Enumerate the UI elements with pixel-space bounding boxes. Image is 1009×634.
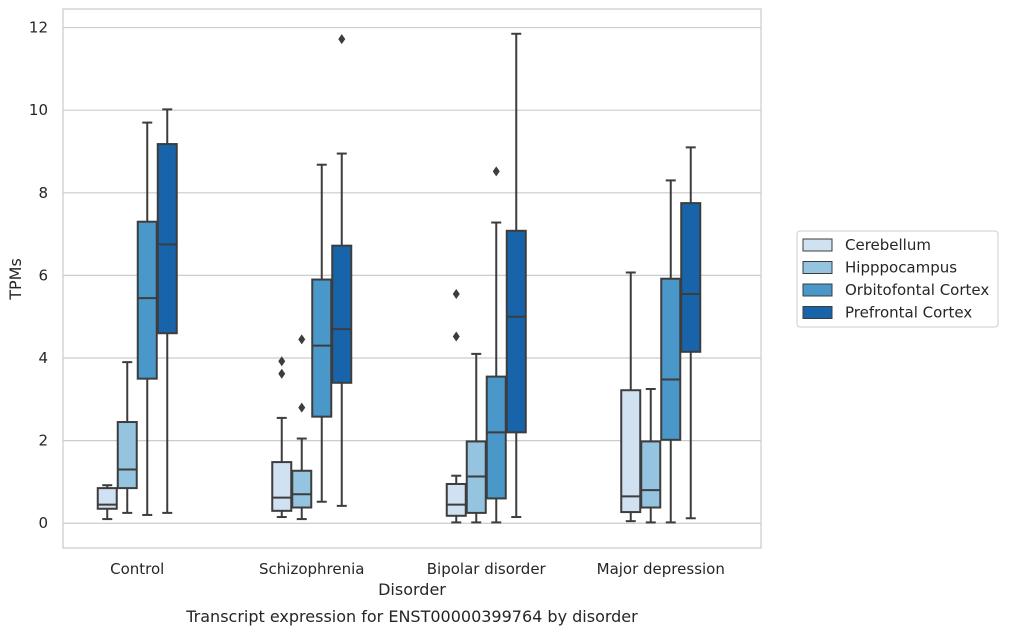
box-body — [660, 277, 682, 441]
box-3-0 — [620, 271, 642, 523]
legend-label: Orbitofontal Cortex — [845, 281, 989, 299]
box-body — [331, 244, 353, 384]
y-axis-label: TPMs — [6, 258, 25, 301]
y-tick-label: 6 — [38, 266, 48, 284]
grid — [63, 26, 761, 524]
legend-label: Prefrontal Cortex — [845, 304, 972, 322]
plot-frame — [62, 8, 762, 549]
outlier-point — [298, 402, 306, 413]
box-0-2 — [136, 121, 158, 516]
legend: Cerebellum Hipppocampus Orbitofontal Corte… — [796, 230, 999, 328]
box-2-2 — [485, 166, 507, 524]
y-tick-label: 0 — [38, 514, 48, 532]
box-3-3 — [680, 146, 702, 520]
x-axis-label: Disorder — [378, 580, 446, 599]
box-0-3 — [156, 108, 178, 514]
y-tick-label: 2 — [38, 432, 48, 450]
outlier-point — [278, 356, 286, 367]
box-body — [311, 278, 333, 418]
box-body — [640, 440, 662, 509]
x-tick-label: Bipolar disorder — [427, 560, 547, 578]
y-tick-label: 10 — [29, 101, 48, 119]
box-body — [116, 421, 138, 490]
y-tick-label: 4 — [38, 349, 48, 367]
box-1-1 — [291, 334, 313, 521]
legend-label: Hipppocampus — [845, 259, 957, 277]
box-body — [485, 375, 507, 500]
outlier-point — [492, 166, 500, 177]
box-3-1 — [640, 387, 662, 524]
box-body — [96, 487, 118, 510]
box-body — [680, 202, 702, 353]
box-2-0 — [445, 288, 467, 524]
y-tick-label: 8 — [38, 184, 48, 202]
x-tick-label: Major depression — [597, 560, 725, 578]
outlier-point — [452, 288, 460, 299]
box-3-2 — [660, 179, 682, 524]
box-body — [445, 482, 467, 517]
box-2-3 — [505, 32, 527, 519]
box-0-0 — [96, 484, 118, 521]
outlier-point — [452, 331, 460, 342]
boxes — [96, 32, 702, 524]
legend-swatch — [802, 261, 833, 274]
box-1-0 — [271, 356, 293, 519]
box-2-1 — [465, 352, 487, 524]
box-body — [156, 143, 178, 335]
box-body — [136, 220, 158, 380]
y-tick-labels: 0 2 4 6 8 10 12 — [29, 19, 48, 533]
box-0-1 — [116, 361, 138, 514]
x-tick-labels: Control Schizophrenia Bipolar disorder Majo… — [110, 560, 725, 578]
legend-swatch — [802, 238, 833, 252]
x-tick-label: Schizophrenia — [259, 560, 364, 578]
outlier-point — [298, 334, 306, 345]
legend-label: Cerebellum — [845, 236, 931, 254]
outlier-point — [338, 34, 346, 45]
chart-title: Transcript expression for ENST0000039976… — [185, 607, 638, 626]
box-body — [291, 469, 313, 509]
box-body — [620, 389, 642, 514]
legend-swatch — [802, 306, 833, 319]
legend-frame — [796, 230, 999, 328]
x-tick-label: Control — [110, 560, 164, 578]
y-tick-label: 12 — [29, 19, 48, 37]
box-1-3 — [331, 34, 353, 507]
box-body — [505, 229, 527, 434]
outlier-point — [278, 368, 286, 379]
box-body — [271, 461, 293, 512]
legend-swatch — [802, 283, 833, 297]
box-1-2 — [311, 163, 333, 503]
